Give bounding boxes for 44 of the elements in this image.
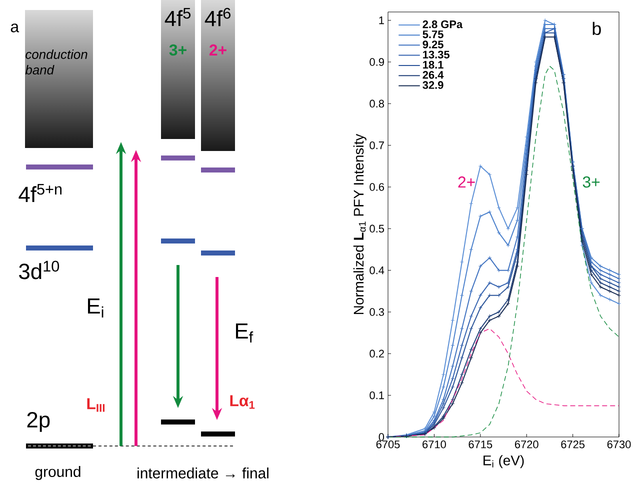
legend-label: 32.9 (422, 81, 444, 89)
y-tick-label: 0.7 (370, 141, 384, 150)
legend-label: 13.35 (423, 50, 450, 59)
text: 3d$^{10}$ (19, 260, 60, 280)
x-tick-label: 6720 (514, 440, 538, 448)
x-tick-label: 6730 (607, 440, 631, 448)
annotation: 2+ (458, 176, 475, 188)
text: 3+ (169, 44, 186, 56)
text: a (10, 24, 20, 32)
y-tick-label: 0 (378, 433, 384, 441)
y-tick-label: 0.3 (370, 308, 384, 316)
y-tick-label: 0.5 (370, 224, 384, 233)
x-tick-label: 6715 (468, 440, 492, 448)
legend-label: 5.75 (422, 30, 444, 38)
legend-label: 2.8 GPa (422, 20, 463, 28)
text: 4f$^{6}$ (204, 8, 230, 26)
text: E$_{f}$ (236, 323, 254, 343)
y-tick-label: 0.8 (370, 100, 384, 108)
legend-label: 26.4 (422, 71, 444, 79)
legend-label: 18.1 (423, 60, 444, 69)
y-tick-label: 0.6 (370, 183, 384, 191)
text: 4f$^{5+n}$ (18, 184, 62, 202)
y-tick-label: 1 (379, 16, 384, 24)
legend-label: 9.25 (422, 40, 444, 48)
x-tick-label: 6725 (561, 440, 585, 448)
text: E$_{i}$ (88, 298, 104, 318)
text: Lα$_{1}$ (230, 395, 255, 409)
y-tick-label: 0.2 (370, 350, 384, 358)
text: 4f$^{5}$ (164, 8, 191, 26)
text: ground (35, 466, 80, 480)
y-tick-label: 0.1 (370, 391, 384, 400)
text: intermediate → final (138, 468, 268, 478)
text: 2p (27, 412, 50, 432)
annotation: 3+ (582, 176, 600, 188)
x-tick-label: 6705 (376, 440, 400, 448)
x-tick-label: 6710 (422, 440, 446, 448)
text: 2+ (209, 44, 226, 56)
y-tick-label: 0.4 (370, 266, 384, 274)
annotation: b (592, 22, 601, 36)
text: L$_{III}$ (87, 398, 105, 412)
x-axis-title: E$_{i}$ (eV) (484, 455, 524, 468)
y-tick-label: 0.9 (370, 58, 384, 66)
text: conduction band (25, 49, 88, 75)
y-axis-title: Normalized L$_{α1}$ PFY Intensity (353, 134, 366, 314)
